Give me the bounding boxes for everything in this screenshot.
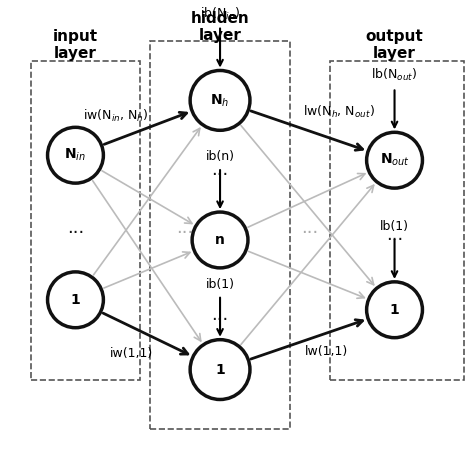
Text: ib(1): ib(1)	[206, 278, 235, 291]
Text: hidden
layer: hidden layer	[191, 11, 249, 43]
Text: ...: ...	[176, 219, 194, 237]
Text: lw(1,1): lw(1,1)	[305, 345, 348, 358]
Circle shape	[47, 128, 103, 183]
Text: ...: ...	[211, 306, 228, 324]
Text: lb(1): lb(1)	[380, 220, 409, 233]
Bar	[330, 61, 465, 380]
Text: ...: ...	[67, 219, 84, 237]
Text: N$_{out}$: N$_{out}$	[380, 152, 410, 169]
Circle shape	[190, 71, 250, 130]
Text: lb(N$_{out}$): lb(N$_{out}$)	[372, 67, 418, 84]
Circle shape	[192, 212, 248, 268]
Text: ib(N$_{in}$): ib(N$_{in}$)	[200, 6, 240, 22]
Text: ...: ...	[211, 161, 228, 179]
Text: 1: 1	[390, 303, 400, 317]
Text: n: n	[215, 233, 225, 247]
Text: 1: 1	[215, 363, 225, 377]
Bar	[31, 61, 140, 380]
Circle shape	[190, 340, 250, 400]
Text: ...: ...	[386, 226, 403, 244]
Text: N$_{in}$: N$_{in}$	[64, 147, 86, 164]
Text: lw(N$_h$, N$_{out}$): lw(N$_h$, N$_{out}$)	[303, 104, 374, 121]
Bar	[150, 41, 290, 429]
Text: iw(1,1): iw(1,1)	[110, 346, 153, 359]
Circle shape	[47, 272, 103, 328]
Circle shape	[366, 132, 422, 188]
Circle shape	[366, 282, 422, 338]
Text: input
layer: input layer	[53, 29, 98, 61]
Text: 1: 1	[71, 293, 81, 307]
Text: ...: ...	[301, 219, 319, 237]
Text: output
layer: output layer	[365, 29, 423, 61]
Text: iw(N$_{in}$, N$_h$): iw(N$_{in}$, N$_h$)	[83, 109, 148, 124]
Text: N$_h$: N$_h$	[210, 92, 230, 109]
Text: ib(n): ib(n)	[206, 150, 235, 163]
